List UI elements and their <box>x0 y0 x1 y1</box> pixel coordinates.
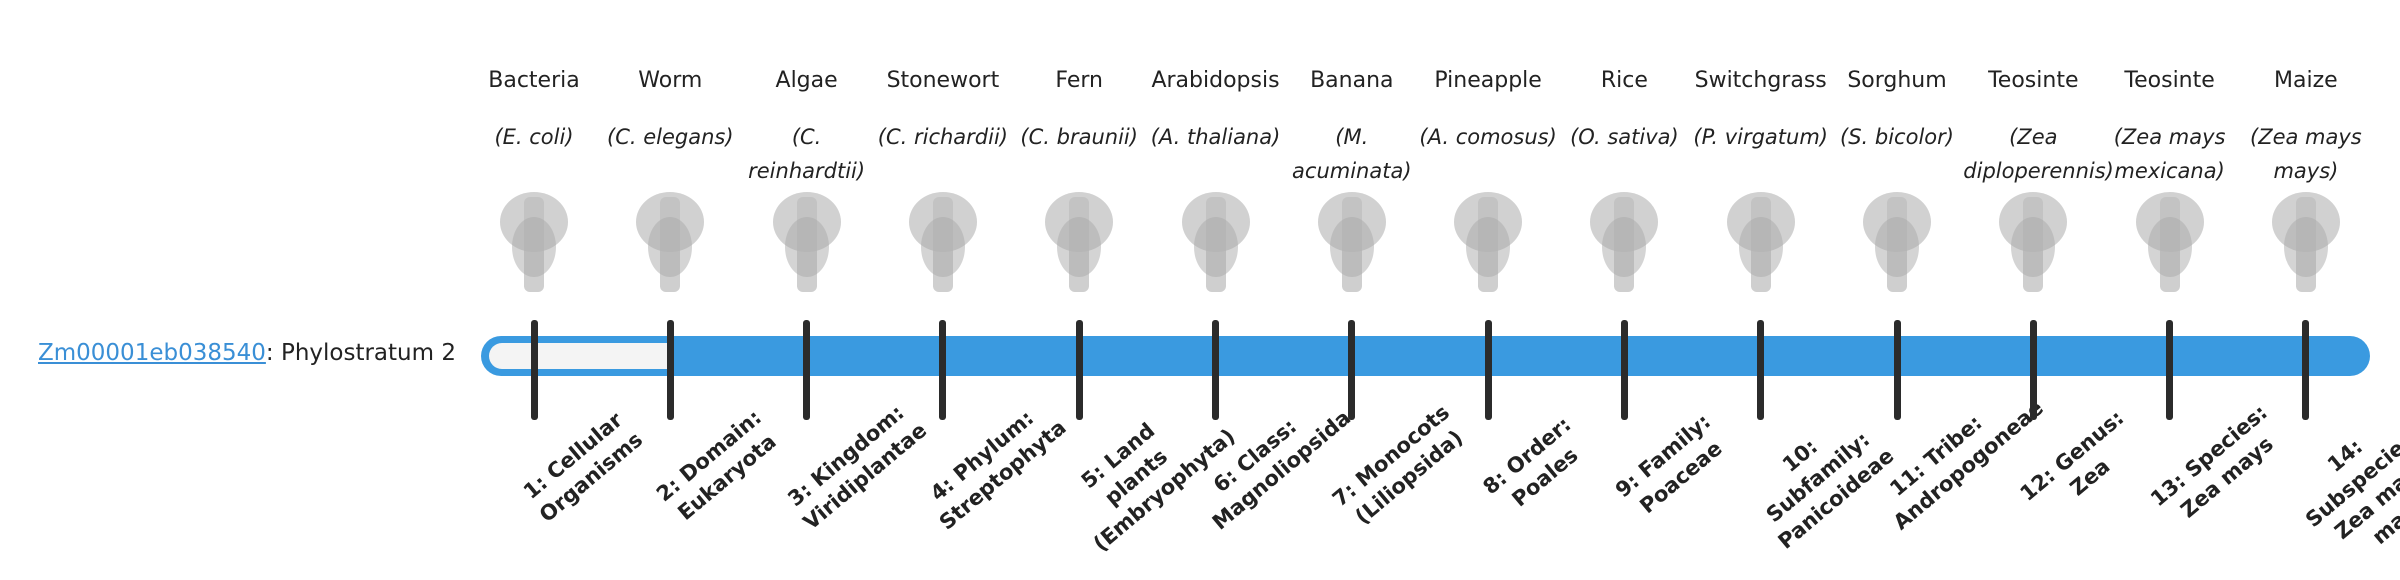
stratum-rank: 3: Kingdom: Viridiplantae <box>782 400 931 535</box>
stratum-tick <box>1075 320 1083 420</box>
species-name: (C. elegans) <box>607 125 734 149</box>
organism-image <box>2261 177 2351 297</box>
organism-name: Stonewort <box>886 68 1000 93</box>
organism-name: Teosinte <box>2124 68 2215 93</box>
stratum-tick <box>1348 320 1356 420</box>
stratum-tick <box>1212 320 1219 420</box>
image-sketch <box>1317 192 1386 292</box>
species-name: (Zea mays mays) <box>2250 125 2362 183</box>
species-name: (O. sativa) <box>1570 125 1679 149</box>
timeline-bar <box>481 336 2370 376</box>
stratum-tick <box>1484 320 1492 420</box>
stratum-tick <box>939 320 947 420</box>
species-name: (Zea mays mexicana) <box>2113 125 2226 183</box>
organism-name: Maize <box>2274 68 2338 93</box>
organism-image <box>489 177 579 297</box>
stratum-tick <box>2302 320 2310 420</box>
organism-image <box>1852 177 1942 297</box>
image-sketch <box>772 192 841 292</box>
stratum-rank: 13: Species: Zea mays <box>2145 400 2278 523</box>
species-name: (A. comosus) <box>1419 125 1557 149</box>
species-name: (S. bicolor) <box>1840 125 1954 149</box>
gene-link[interactable]: Zm00001eb038540 <box>38 340 266 366</box>
stratum-tick <box>1757 320 1765 420</box>
organism-image <box>762 177 852 297</box>
stratum-tick <box>1620 320 1628 420</box>
stratum-tick <box>2029 320 2037 420</box>
stratum-rank: 9: Family: Poaceae <box>1611 409 1728 519</box>
stratum-tick <box>803 320 811 420</box>
phylostratum-segment <box>489 343 671 369</box>
organism-name: Pineapple <box>1434 68 1542 93</box>
organism-name: Arabidopsis <box>1151 68 1280 93</box>
stratum-rank: 8: Order: Poales <box>1478 412 1583 512</box>
organism-name: Banana <box>1310 68 1394 93</box>
species-name: (M. acuminata) <box>1292 125 1412 183</box>
organism-name: Algae <box>775 68 838 93</box>
organism-image <box>1716 177 1806 297</box>
organism-image <box>1443 177 1533 297</box>
species-name: (P. virgatum) <box>1693 125 1828 149</box>
organism-name: Bacteria <box>488 68 580 93</box>
image-sketch <box>1045 192 1114 292</box>
image-sketch <box>2271 192 2340 292</box>
image-sketch <box>636 192 705 292</box>
organism-name: Fern <box>1055 68 1103 93</box>
stratum-rank: 10: Subfamily: Panicoideae <box>1761 427 1899 554</box>
organism-image <box>1579 177 1669 297</box>
organism-name: Rice <box>1600 68 1648 93</box>
stratum-rank: 14: Subspecies: Zea mays mays <box>2300 422 2400 550</box>
image-sketch <box>1999 192 2068 292</box>
phylostratum-label: : Phylostratum 2 <box>265 340 456 366</box>
species-name: (C. braunii) <box>1020 125 1138 149</box>
organism-image <box>1307 177 1397 297</box>
image-sketch <box>500 192 568 292</box>
species-name: (E. coli) <box>494 125 574 149</box>
organism-name: Worm <box>638 68 703 93</box>
organism-image <box>625 177 715 297</box>
stratum-rank: 4: Phylum: Streptophyta <box>925 405 1071 535</box>
image-sketch <box>1181 192 1250 292</box>
organism-image <box>1171 177 1261 297</box>
organism-name: Teosinte <box>1988 68 2079 93</box>
image-sketch <box>908 192 977 292</box>
stratum-rank: 5: Land plants (Embryophyta) <box>1076 418 1240 557</box>
image-sketch <box>1590 192 1659 292</box>
species-name: (A. thaliana) <box>1150 125 1281 149</box>
image-sketch <box>1454 192 1523 292</box>
species-name: (Zea diploperennis) <box>1963 125 2114 183</box>
stratum-rank: 1: Cellular Organisms <box>518 407 648 528</box>
organism-image <box>2125 177 2215 297</box>
stratum-tick <box>1893 320 1901 420</box>
organism-name: Sorghum <box>1847 68 1947 93</box>
organism-image <box>1988 177 2078 297</box>
species-name: (C. richardii) <box>877 125 1008 149</box>
gene-label: Zm00001eb038540: Phylostratum 2 <box>38 340 456 366</box>
stratum-rank: 2: Domain: Eukaryota <box>652 405 782 525</box>
species-name: (C. reinhardtii) <box>748 125 866 183</box>
image-sketch <box>1863 192 1931 292</box>
organism-image <box>1034 177 1124 297</box>
image-sketch <box>2135 192 2204 292</box>
image-sketch <box>1726 192 1795 292</box>
stratum-tick <box>666 320 674 420</box>
stratum-tick <box>2166 320 2174 420</box>
stratum-tick <box>530 320 538 420</box>
organism-image <box>898 177 988 297</box>
organism-name: Switchgrass <box>1694 68 1827 93</box>
